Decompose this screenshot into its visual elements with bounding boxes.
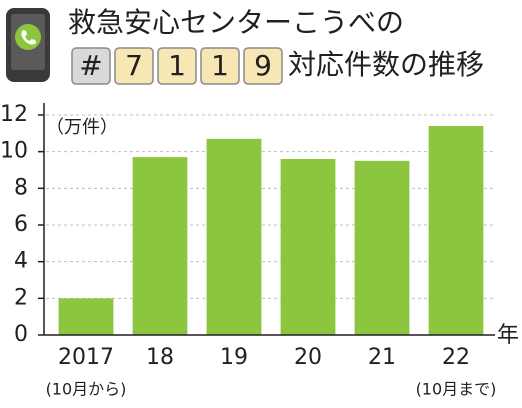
y-tick-label: 0 (14, 322, 28, 347)
y-tick-label: 6 (14, 212, 28, 237)
bar (132, 157, 188, 335)
key-box (200, 47, 240, 85)
y-unit: （万件） (46, 117, 118, 138)
key-box (157, 47, 197, 85)
key-label: 9 (254, 49, 272, 82)
bar (280, 159, 336, 335)
bar (428, 126, 484, 335)
x-tick-label: 2017 (58, 345, 114, 370)
phone-icon (6, 8, 50, 82)
chart-subtitle: 対応件数の推移 (288, 48, 484, 81)
title-keys: #7 1 1 9 (71, 47, 283, 85)
key-label: 1 (168, 49, 186, 82)
x-tick-label: 22 (442, 345, 470, 370)
x-tick-note: (10月まで) (416, 380, 497, 399)
key-label: # (79, 49, 102, 82)
y-tick-label: 10 (0, 139, 28, 164)
bar (58, 298, 114, 335)
chart-title: 救急安心センターこうべの (68, 6, 404, 39)
x-tick-label: 19 (220, 345, 248, 370)
x-tick-label: 21 (368, 345, 396, 370)
y-tick-label: 8 (14, 175, 28, 200)
bar (206, 138, 262, 335)
y-tick-label: 12 (0, 102, 28, 127)
x-tick-note: (10月から) (46, 380, 127, 399)
x-tick-label: 18 (146, 345, 174, 370)
y-tick-label: 4 (14, 249, 28, 274)
y-tick-label: 2 (14, 285, 28, 310)
key-label: 1 (211, 49, 229, 82)
key-label: 7 (125, 49, 143, 82)
key-box (114, 47, 154, 85)
x-tick-label: 20 (294, 345, 322, 370)
x-unit: 年 (497, 323, 519, 348)
key-box (71, 47, 111, 85)
key-box (243, 47, 283, 85)
bar (354, 160, 410, 335)
